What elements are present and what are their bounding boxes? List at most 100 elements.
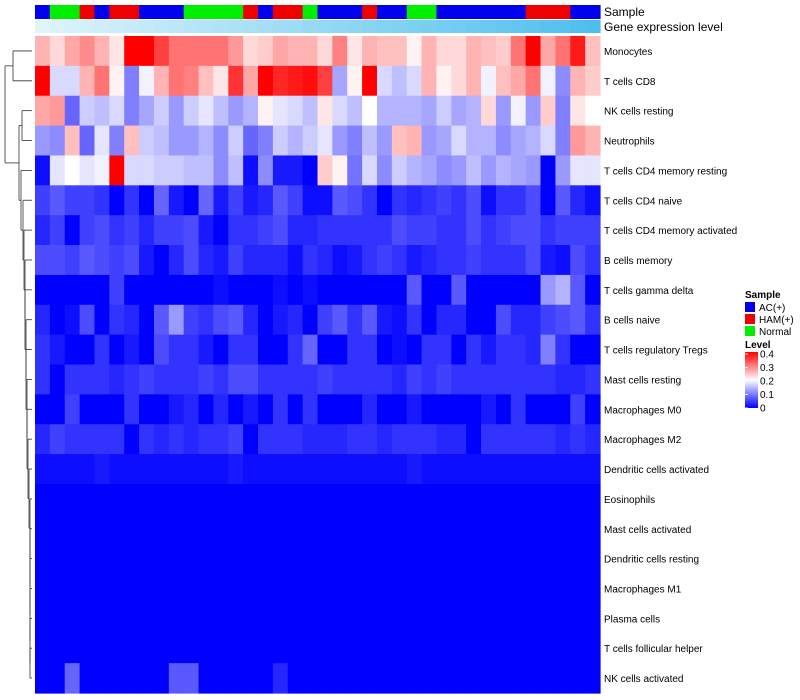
heatmap-cell: [35, 424, 51, 455]
heatmap-cell: [376, 274, 393, 306]
heatmap-cell: [421, 304, 438, 336]
heatmap-cell: [451, 334, 467, 366]
heatmap-cell: [451, 185, 467, 216]
sample-annotation-cell: [213, 5, 229, 19]
heatmap-cell: [153, 394, 170, 425]
heatmap-cell: [451, 245, 467, 276]
heatmap-cell: [272, 454, 289, 485]
heatmap-cell: [436, 543, 452, 575]
heatmap-cell: [332, 633, 348, 664]
heatmap-cell: [79, 274, 96, 306]
row-label: NK cells resting: [604, 107, 673, 118]
heatmap-cell: [183, 274, 200, 306]
heatmap-cell: [570, 95, 586, 127]
heatmap-cell: [495, 334, 512, 366]
sample-annotation-cell: [124, 5, 140, 19]
heatmap-cell: [376, 663, 393, 694]
heatmap-cell: [213, 454, 229, 485]
heatmap-cell: [302, 36, 319, 67]
heatmap-cell: [436, 95, 452, 127]
heatmap-cell: [139, 424, 155, 455]
sample-annotation-bar: [35, 5, 601, 19]
sample-annotation-cell: [109, 5, 125, 19]
heatmap-cell: [302, 245, 319, 276]
heatmap-cell: [124, 543, 140, 575]
heatmap-cell: [153, 65, 170, 97]
heatmap-cell: [287, 245, 304, 276]
heatmap-cell: [421, 424, 438, 455]
heatmap-cell: [35, 245, 51, 276]
heatmap-cell: [421, 364, 438, 395]
heatmap-cell: [391, 125, 408, 157]
heatmap-cell: [228, 663, 244, 694]
heatmap-cell: [347, 364, 363, 395]
heatmap-cell: [317, 543, 333, 575]
heatmap-cell: [495, 304, 512, 336]
heatmap-cell: [124, 65, 140, 97]
heatmap-cell: [243, 274, 259, 306]
heatmap-cell: [317, 424, 333, 455]
heatmap-cell: [585, 215, 601, 246]
expression-annotation-cell: [451, 20, 467, 33]
row-labels: Monocytes T cells CD8 NK cells resting Neut…: [604, 47, 737, 685]
heatmap-cell: [79, 155, 96, 186]
heatmap-cell: [153, 334, 170, 366]
heatmap-cell: [198, 65, 215, 97]
heatmap-cell: [302, 543, 319, 575]
heatmap-cell: [436, 304, 452, 336]
heatmap-cell: [481, 185, 497, 216]
heatmap-cell: [495, 603, 512, 634]
heatmap-cell: [362, 364, 378, 395]
heatmap-cell: [347, 483, 363, 515]
heatmap-cell: [362, 334, 378, 366]
heatmap-cell: [109, 603, 125, 634]
heatmap-cell: [317, 155, 333, 186]
heatmap-cell: [35, 364, 51, 395]
expression-annotation-cell: [198, 20, 215, 33]
heatmap-cell: [332, 603, 348, 634]
heatmap-cell: [510, 364, 527, 395]
heatmap-cell: [317, 65, 333, 97]
heatmap-cell: [168, 65, 185, 97]
heatmap-cell: [287, 364, 304, 395]
heatmap-cell: [570, 125, 586, 157]
heatmap-cell: [540, 65, 556, 97]
heatmap-cell: [362, 245, 378, 276]
heatmap-cell: [421, 603, 438, 634]
heatmap-cell: [525, 215, 542, 246]
heatmap-cell: [540, 483, 556, 515]
heatmap-cell: [168, 274, 185, 306]
heatmap-cell: [243, 36, 259, 67]
heatmap-cell: [213, 633, 229, 664]
heatmap-cell: [49, 245, 66, 276]
heatmap-cell: [495, 274, 512, 306]
heatmap-cell: [35, 334, 51, 366]
heatmap-cell: [362, 185, 378, 216]
heatmap-cell: [317, 663, 333, 694]
heatmap-cell: [510, 483, 527, 515]
heatmap-cell: [585, 633, 601, 664]
heatmap-cell: [555, 483, 571, 515]
heatmap-cell: [317, 334, 333, 366]
heatmap-cell: [495, 95, 512, 127]
heatmap-cell: [228, 185, 244, 216]
heatmap-cell: [64, 663, 81, 694]
heatmap-cell: [94, 513, 110, 545]
heatmap-cell: [183, 513, 200, 545]
heatmap-cell: [258, 65, 274, 97]
sample-annotation-cell: [35, 5, 51, 19]
sample-annotation-cell: [94, 5, 110, 19]
heatmap-cell: [302, 573, 319, 605]
heatmap-cell: [481, 334, 497, 366]
heatmap-cell: [302, 424, 319, 455]
heatmap-cell: [451, 424, 467, 455]
heatmap-cell: [243, 304, 259, 336]
heatmap-cell: [258, 543, 274, 575]
heatmap-cell: [243, 424, 259, 455]
heatmap-cell: [35, 454, 51, 485]
heatmap-cell: [585, 125, 601, 157]
heatmap-cell: [376, 483, 393, 515]
heatmap-cell: [287, 334, 304, 366]
heatmap-cell: [302, 274, 319, 306]
heatmap-cell: [94, 454, 110, 485]
